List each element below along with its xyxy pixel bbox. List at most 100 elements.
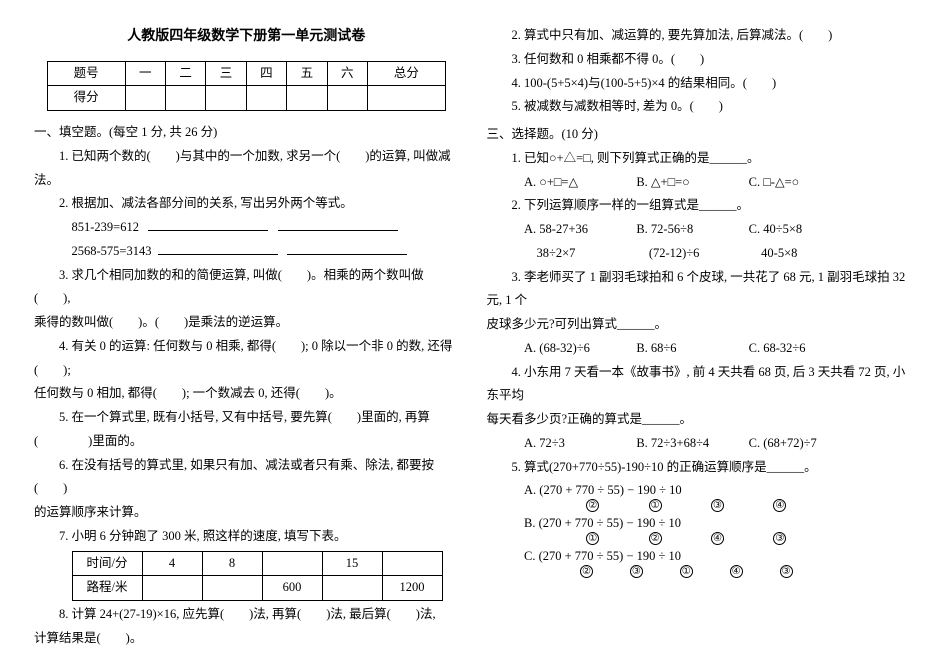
score-th: 二	[165, 61, 205, 86]
circled-num: ③	[630, 565, 643, 578]
score-th: 三	[206, 61, 246, 86]
score-td	[327, 86, 367, 111]
table-row: 时间/分 4 8 15	[72, 551, 442, 576]
opt: 40-5×8	[749, 242, 861, 266]
score-td	[287, 86, 327, 111]
right-column: 2. 算式中只有加、减运算的, 要先算加法, 后算减法。( ) 3. 任何数和 …	[473, 24, 926, 649]
s3-q4b: 每天看多少页?正确的算式是______。	[487, 408, 912, 432]
opt: B. 68÷6	[636, 337, 748, 361]
s3-q3b: 皮球多少元?可列出算式______。	[487, 313, 912, 337]
s1-q2b-line: 851-239=612	[34, 216, 459, 240]
tt-cell	[142, 576, 202, 601]
s1-q8a: 8. 计算 24+(27-19)×16, 应先算( )法, 再算( )法, 最后…	[34, 603, 459, 627]
section1-heading: 一、填空题。(每空 1 分, 共 26 分)	[34, 121, 459, 145]
rt-l2: 3. 任何数和 0 相乘都不得 0。( )	[487, 48, 912, 72]
score-td: 得分	[47, 86, 125, 111]
s3-q2: 2. 下列运算顺序一样的一组算式是______。	[487, 194, 912, 218]
s1-q7: 7. 小明 6 分钟跑了 300 米, 照这样的速度, 填写下表。	[34, 525, 459, 549]
tt-cell: 8	[202, 551, 262, 576]
s1-q2c-line: 2568-575=3143	[34, 240, 459, 264]
blank-line	[158, 254, 278, 255]
score-td	[367, 86, 445, 111]
score-th: 四	[246, 61, 286, 86]
tt-cell: 600	[262, 576, 322, 601]
opt: (72-12)÷6	[636, 242, 748, 266]
score-th: 题号	[47, 61, 125, 86]
s1-q2b: 851-239=612	[72, 220, 139, 234]
section3-heading: 三、选择题。(10 分)	[487, 123, 912, 147]
blank-line	[278, 230, 398, 231]
table-row: 路程/米 600 1200	[72, 576, 442, 601]
score-th: 六	[327, 61, 367, 86]
score-td	[165, 86, 205, 111]
circled-num: ①	[649, 499, 662, 512]
paper-title: 人教版四年级数学下册第一单元测试卷	[34, 24, 459, 51]
blank-line	[148, 230, 268, 231]
opt: A. 58-27+36	[524, 218, 636, 242]
opt: C. □-△=○	[749, 171, 861, 195]
s1-q6a: 6. 在没有括号的算式里, 如果只有加、减法或者只有乘、除法, 都要按( )	[34, 454, 459, 502]
s3-q4-opts: A. 72÷3 B. 72÷3+68÷4 C. (68+72)÷7	[487, 432, 912, 456]
tt-cell: 1200	[382, 576, 442, 601]
score-td	[246, 86, 286, 111]
score-td	[206, 86, 246, 111]
s1-q4b: 任何数与 0 相加, 都得( ); 一个数减去 0, 还得( )。	[34, 382, 459, 406]
tt-cell: 15	[322, 551, 382, 576]
s1-q5b: ( )里面的。	[34, 430, 459, 454]
opt: B. △+□=○	[636, 171, 748, 195]
s3-q1: 1. 已知○+△=□, 则下列算式正确的是______。	[487, 147, 912, 171]
s1-q5a: 5. 在一个算式里, 既有小括号, 又有中括号, 要先算( )里面的, 再算	[34, 406, 459, 430]
s3-q5: 5. 算式(270+770÷55)-190÷10 的正确运算顺序是______。	[487, 456, 912, 480]
circled-num: ④	[773, 499, 786, 512]
circled-num: ③	[773, 532, 786, 545]
tt-cell	[382, 551, 442, 576]
s1-q2a: 2. 根据加、减法各部分间的关系, 写出另外两个等式。	[34, 192, 459, 216]
s1-q2c: 2568-575=3143	[72, 244, 152, 258]
table-row: 题号 一 二 三 四 五 六 总分	[47, 61, 445, 86]
circled-num: ③	[780, 565, 793, 578]
blank-line	[287, 254, 407, 255]
s1-q4a: 4. 有关 0 的运算: 任何数与 0 相乘, 都得( ); 0 除以一个非 0…	[34, 335, 459, 383]
opt: A. (68-32)÷6	[524, 337, 636, 361]
opt: A. ○+□=△	[524, 171, 636, 195]
score-th: 总分	[367, 61, 445, 86]
left-column: 人教版四年级数学下册第一单元测试卷 题号 一 二 三 四 五 六 总分 得分 一…	[20, 24, 473, 649]
tt-cell	[322, 576, 382, 601]
s3-q4a: 4. 小东用 7 天看一本《故事书》, 前 4 天共看 68 页, 后 3 天共…	[487, 361, 912, 409]
score-table: 题号 一 二 三 四 五 六 总分 得分	[47, 61, 446, 112]
s1-q8b: 计算结果是( )。	[34, 627, 459, 649]
rt-l3: 4. 100-(5+5×4)与(100-5+5)×4 的结果相同。( )	[487, 72, 912, 96]
s3-q1-opts: A. ○+□=△ B. △+□=○ C. □-△=○	[487, 171, 912, 195]
score-th: 五	[287, 61, 327, 86]
rt-l4: 5. 被减数与减数相等时, 差为 0。( )	[487, 95, 912, 119]
tt-cell	[202, 576, 262, 601]
s1-q3b: 乘得的数叫做( )。( )是乘法的逆运算。	[34, 311, 459, 335]
circled-num: ④	[711, 532, 724, 545]
opt: B. 72÷3+68÷4	[636, 432, 748, 456]
s3-q3-opts: A. (68-32)÷6 B. 68÷6 C. 68-32÷6	[487, 337, 912, 361]
rt-l1: 2. 算式中只有加、减运算的, 要先算加法, 后算减法。( )	[487, 24, 912, 48]
time-table: 时间/分 4 8 15 路程/米 600 1200	[72, 551, 443, 602]
s1-q6b: 的运算顺序来计算。	[34, 501, 459, 525]
table-row: 得分	[47, 86, 445, 111]
opt: C. 68-32÷6	[749, 337, 861, 361]
circled-num: ①	[680, 565, 693, 578]
s3-q2-r1: A. 58-27+36 B. 72-56÷8 C. 40÷5×8	[487, 218, 912, 242]
s1-q1: 1. 已知两个数的( )与其中的一个加数, 求另一个( )的运算, 叫做减法。	[34, 145, 459, 193]
opt: C. (68+72)÷7	[749, 432, 861, 456]
circled-num: ④	[730, 565, 743, 578]
s3-q2-r2: 38÷2×7 (72-12)÷6 40-5×8	[487, 242, 912, 266]
tt-cell	[262, 551, 322, 576]
circled-num: ②	[586, 499, 599, 512]
circled-num: ②	[580, 565, 593, 578]
score-th: 一	[125, 61, 165, 86]
tt-cell: 时间/分	[72, 551, 142, 576]
circled-num: ①	[586, 532, 599, 545]
s3-q3a: 3. 李老师买了 1 副羽毛球拍和 6 个皮球, 一共花了 68 元, 1 副羽…	[487, 266, 912, 314]
circled-num: ③	[711, 499, 724, 512]
opt: B. 72-56÷8	[636, 218, 748, 242]
circled-num: ②	[649, 532, 662, 545]
tt-cell: 路程/米	[72, 576, 142, 601]
tt-cell: 4	[142, 551, 202, 576]
opt: A. 72÷3	[524, 432, 636, 456]
